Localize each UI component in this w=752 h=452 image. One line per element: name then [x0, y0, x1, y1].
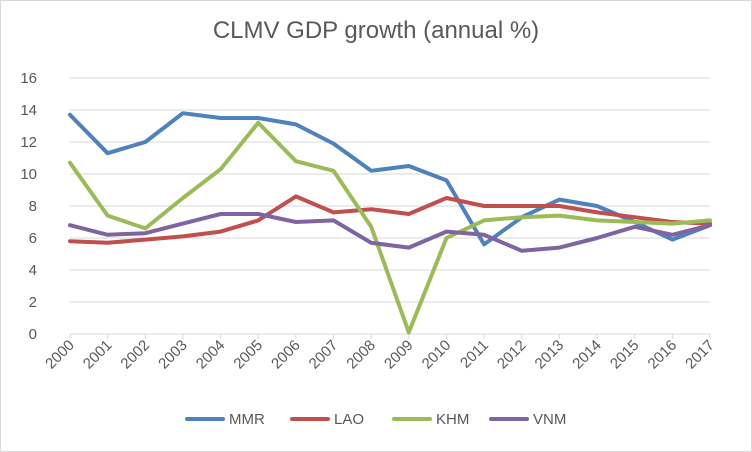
y-tick-label: 12	[20, 134, 37, 151]
legend-label-vnm: VNM	[533, 411, 566, 428]
x-tick-label: 2004	[193, 337, 229, 373]
y-tick-label: 8	[29, 198, 37, 215]
series-line-khm	[68, 120, 712, 335]
legend-label-lao: LAO	[334, 411, 364, 428]
x-tick-label: 2014	[569, 337, 605, 373]
x-tick-label: 2015	[607, 337, 643, 373]
x-tick-label: 2011	[457, 337, 492, 372]
x-tick-label: 2016	[645, 337, 681, 373]
y-tick-label: 16	[20, 70, 37, 87]
legend-label-mmr: MMR	[229, 411, 265, 428]
y-tick-label: 6	[29, 230, 37, 247]
x-tick-label: 2009	[381, 337, 417, 373]
x-tick-label: 2006	[268, 337, 304, 373]
y-tick-label: 14	[20, 102, 37, 119]
series-line-vnm	[68, 212, 712, 253]
legend-label-khm: KHM	[436, 411, 469, 428]
x-tick-label: 2005	[230, 337, 266, 373]
y-tick-label: 4	[29, 262, 37, 279]
x-tick-label: 2000	[42, 337, 78, 373]
y-tick-label: 10	[20, 166, 37, 183]
y-tick-label: 0	[29, 326, 37, 343]
series-line-mmr	[68, 111, 712, 247]
x-tick-label: 2012	[494, 337, 530, 373]
x-tick-label: 2010	[419, 337, 455, 373]
series-line-lao	[68, 194, 712, 245]
x-tick-label: 2003	[155, 337, 191, 373]
x-tick-label: 2001	[80, 337, 116, 373]
x-tick-label: 2002	[118, 337, 154, 373]
y-tick-label: 2	[29, 294, 37, 311]
chart-title: CLMV GDP growth (annual %)	[212, 17, 540, 44]
x-tick-label: 2013	[532, 337, 568, 373]
x-tick-label: 2017	[682, 337, 718, 373]
x-tick-label: 2008	[343, 337, 379, 373]
x-tick-label: 2007	[306, 337, 342, 373]
